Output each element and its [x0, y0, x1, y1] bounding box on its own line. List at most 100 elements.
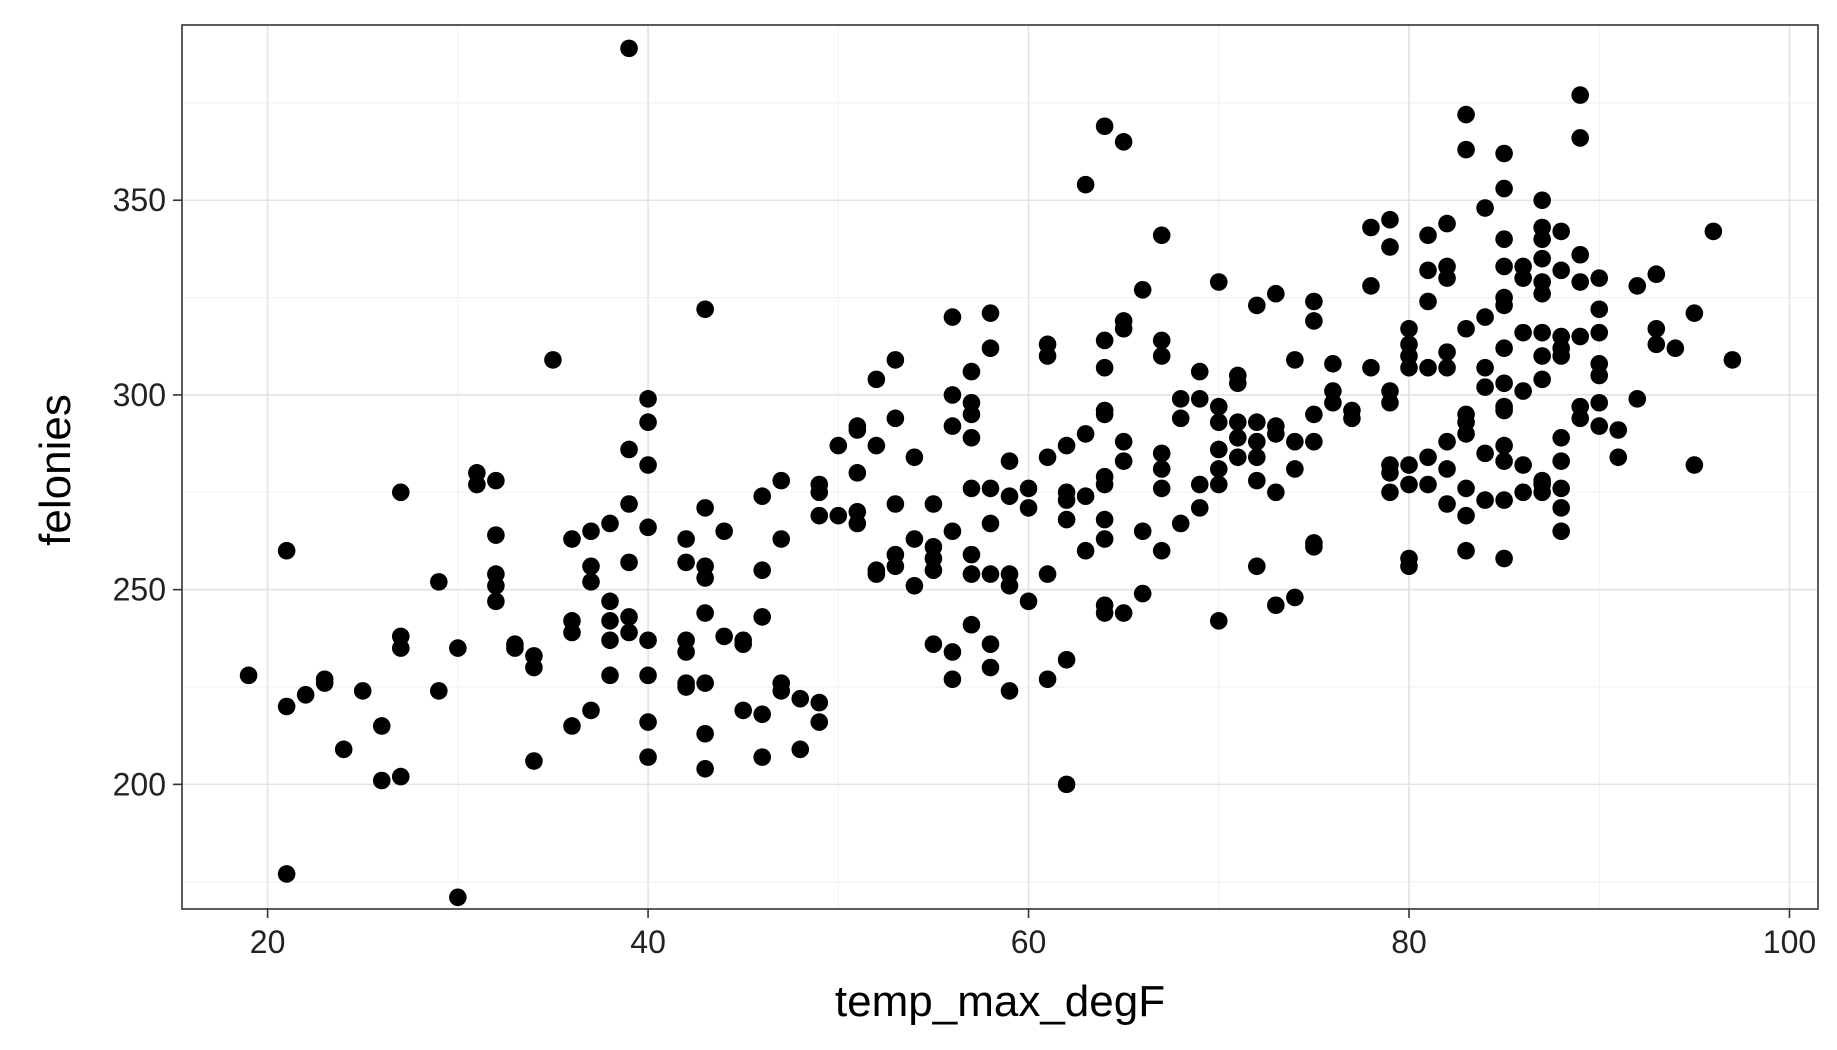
data-point — [1171, 390, 1190, 408]
x-tick-label: 20 — [250, 924, 286, 960]
data-point — [848, 421, 867, 439]
data-point — [1305, 312, 1323, 330]
data-point — [1286, 460, 1304, 478]
data-point — [924, 635, 943, 653]
data-point — [1305, 432, 1323, 451]
data-point — [1647, 265, 1666, 284]
x-axis-title: temp_max_degF — [835, 977, 1165, 1026]
data-point — [1419, 261, 1437, 280]
data-point — [696, 300, 714, 319]
data-point — [1152, 479, 1171, 498]
data-point — [487, 526, 505, 544]
data-point — [791, 740, 810, 759]
y-tick-label: 350 — [113, 182, 166, 218]
data-point — [563, 623, 581, 642]
data-point — [1248, 413, 1266, 432]
data-point — [981, 339, 1000, 358]
data-point — [601, 612, 619, 630]
data-point — [677, 530, 695, 548]
data-point — [1381, 393, 1399, 412]
data-points — [239, 39, 1742, 907]
data-point — [1057, 510, 1076, 529]
data-point — [1076, 487, 1095, 506]
data-point — [1457, 140, 1475, 159]
data-point — [601, 514, 619, 533]
data-point — [1114, 432, 1133, 451]
data-point — [1228, 428, 1247, 447]
data-point — [943, 670, 962, 689]
data-point — [772, 471, 791, 490]
data-point — [1438, 358, 1456, 377]
data-point — [1019, 499, 1038, 517]
data-point — [810, 483, 829, 502]
data-point — [1457, 506, 1475, 525]
data-point — [1057, 436, 1076, 455]
data-point — [1095, 475, 1114, 494]
data-point — [1038, 448, 1057, 467]
data-point — [1190, 499, 1209, 517]
data-point — [1590, 393, 1609, 412]
data-point — [639, 666, 657, 685]
data-point — [620, 495, 638, 513]
data-point — [563, 530, 581, 548]
data-point — [1076, 175, 1095, 194]
data-point — [943, 386, 962, 404]
data-point — [1457, 479, 1475, 498]
data-point — [924, 495, 943, 513]
data-point — [1209, 440, 1228, 459]
data-point — [677, 553, 695, 572]
data-point — [601, 592, 619, 611]
data-point — [1381, 483, 1399, 502]
data-point — [582, 522, 600, 541]
data-point — [1723, 351, 1742, 369]
data-point — [487, 576, 505, 595]
data-point — [1190, 362, 1209, 381]
data-point — [1133, 522, 1152, 541]
data-point — [353, 682, 372, 700]
data-point — [1038, 565, 1057, 583]
data-point — [1248, 296, 1266, 315]
data-point — [391, 639, 410, 657]
data-point — [1438, 460, 1456, 478]
data-point — [1286, 432, 1304, 451]
data-point — [1076, 425, 1095, 443]
data-point — [943, 417, 962, 435]
data-point — [620, 39, 638, 58]
data-point — [677, 643, 695, 661]
data-point — [1209, 612, 1228, 630]
data-point — [1095, 604, 1114, 622]
data-point — [1628, 277, 1647, 295]
data-point — [639, 413, 657, 432]
data-point — [1590, 323, 1609, 342]
data-point — [1171, 514, 1190, 533]
x-tick-label: 60 — [1011, 924, 1047, 960]
data-point — [1152, 331, 1171, 350]
data-point — [1171, 409, 1190, 428]
data-point — [487, 592, 505, 611]
plot-border — [181, 24, 1819, 910]
data-point — [962, 479, 981, 498]
data-point — [1400, 319, 1418, 338]
data-point — [1590, 417, 1609, 435]
data-point — [753, 608, 772, 626]
data-point — [1495, 296, 1513, 315]
data-point — [772, 530, 791, 548]
data-point — [962, 615, 981, 634]
data-point — [1400, 358, 1418, 377]
data-point — [430, 682, 448, 700]
data-point — [981, 514, 1000, 533]
data-point — [1514, 483, 1532, 502]
data-point — [696, 604, 714, 622]
data-point — [391, 483, 410, 502]
data-point — [867, 565, 886, 583]
data-point — [582, 573, 600, 591]
data-point — [1228, 448, 1247, 467]
data-point — [1552, 479, 1570, 498]
data-point — [696, 569, 714, 587]
data-point — [1267, 284, 1285, 303]
data-point — [981, 658, 1000, 677]
data-point — [1533, 347, 1551, 365]
data-point — [1457, 425, 1475, 443]
data-point — [1495, 491, 1513, 509]
data-point — [544, 351, 562, 369]
